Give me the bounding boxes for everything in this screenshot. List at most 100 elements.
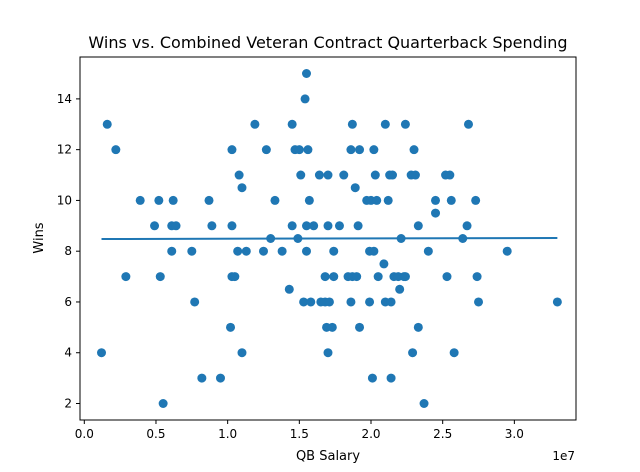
data-point: [395, 284, 405, 294]
data-point: [230, 272, 240, 282]
data-point: [287, 221, 297, 231]
data-point: [237, 183, 247, 193]
data-point: [323, 221, 333, 231]
data-point: [323, 348, 333, 358]
data-point: [419, 399, 429, 408]
data-point: [347, 119, 357, 129]
data-point: [168, 195, 178, 205]
data-point: [314, 170, 324, 180]
x-tick-label: 2.0: [361, 427, 380, 441]
data-point: [327, 322, 337, 332]
data-point: [154, 195, 164, 205]
data-point: [446, 195, 456, 205]
data-point: [237, 348, 247, 358]
data-point: [431, 195, 441, 205]
x-tick-label: 0.5: [146, 427, 165, 441]
data-point: [400, 119, 410, 129]
data-point: [304, 195, 314, 205]
data-point: [472, 272, 482, 282]
plot-area-frame: [79, 56, 577, 421]
data-point: [293, 234, 303, 243]
x-offset-label: 1e7: [552, 449, 575, 463]
data-point: [287, 119, 297, 129]
data-point: [400, 272, 410, 282]
fit-line: [101, 236, 558, 241]
data-point: [334, 221, 344, 231]
data-point: [442, 272, 452, 282]
data-point: [396, 234, 406, 243]
data-points: [97, 69, 562, 408]
data-point: [111, 145, 121, 155]
data-point: [207, 221, 217, 231]
data-point: [423, 246, 433, 256]
data-point: [410, 170, 420, 180]
data-point: [150, 221, 160, 231]
chart-title: Wins vs. Combined Veteran Contract Quart…: [88, 33, 567, 52]
data-point: [121, 272, 131, 282]
data-point: [171, 221, 181, 231]
data-point: [339, 170, 349, 180]
fit-line-group: [101, 236, 558, 241]
data-point: [294, 145, 304, 155]
y-axis-label: Wins: [32, 222, 47, 253]
data-point: [323, 170, 333, 180]
data-point: [386, 373, 396, 383]
data-point: [346, 297, 356, 307]
data-point: [355, 145, 365, 155]
data-point: [372, 195, 382, 205]
data-point: [365, 297, 375, 307]
x-tick-label: 2.5: [433, 427, 452, 441]
data-point: [449, 348, 459, 358]
y-tick-label: 2: [64, 397, 72, 411]
data-point: [409, 145, 419, 155]
data-point: [352, 272, 362, 282]
data-point: [301, 69, 311, 78]
data-point: [300, 94, 310, 104]
y-tick-label: 6: [64, 295, 72, 309]
data-point: [367, 373, 377, 383]
data-point: [324, 297, 334, 307]
data-point: [329, 246, 339, 256]
x-tick-label: 1.5: [290, 427, 309, 441]
data-point: [471, 195, 481, 205]
x-tick-label: 1.0: [218, 427, 237, 441]
data-point: [353, 221, 363, 231]
data-point: [233, 246, 243, 256]
data-point: [303, 145, 313, 155]
data-point: [296, 170, 306, 180]
data-point: [458, 234, 468, 243]
data-point: [102, 119, 112, 129]
data-point: [306, 297, 316, 307]
data-point: [431, 208, 441, 218]
data-point: [552, 297, 562, 307]
data-point: [329, 272, 339, 282]
data-point: [383, 195, 393, 205]
data-point: [388, 170, 398, 180]
data-point: [373, 272, 383, 282]
data-point: [250, 119, 260, 129]
data-point: [386, 297, 396, 307]
data-point: [226, 322, 236, 332]
data-point: [284, 284, 294, 294]
data-point: [309, 221, 319, 231]
data-point: [462, 221, 472, 231]
data-point: [502, 246, 512, 256]
data-point: [158, 399, 168, 408]
y-tick-label: 8: [64, 244, 72, 258]
data-point: [346, 145, 356, 155]
data-point: [135, 195, 145, 205]
data-point: [320, 272, 330, 282]
data-point: [379, 259, 389, 269]
data-point: [413, 221, 423, 231]
data-point: [187, 246, 197, 256]
data-point: [190, 297, 200, 307]
data-point: [350, 183, 360, 193]
data-point: [277, 246, 287, 256]
data-point: [463, 119, 473, 129]
data-point: [241, 246, 251, 256]
y-tick-label: 14: [57, 92, 72, 106]
data-point: [258, 246, 268, 256]
data-point: [474, 297, 484, 307]
